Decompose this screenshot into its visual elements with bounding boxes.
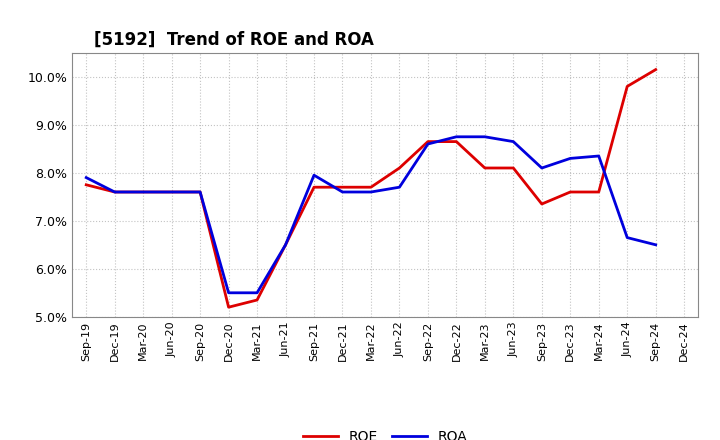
ROE	[310, 184, 318, 190]
Text: [5192]  Trend of ROE and ROA: [5192] Trend of ROE and ROA	[94, 31, 374, 49]
ROA	[395, 184, 404, 190]
Legend: ROE, ROA: ROE, ROA	[297, 424, 473, 440]
ROA	[253, 290, 261, 295]
ROE	[566, 189, 575, 194]
ROA	[225, 290, 233, 295]
ROE	[537, 202, 546, 207]
ROA	[595, 154, 603, 159]
ROA	[566, 156, 575, 161]
Line: ROE: ROE	[86, 70, 656, 307]
ROA	[282, 242, 290, 247]
ROE	[110, 189, 119, 194]
ROA	[652, 242, 660, 247]
ROE	[196, 189, 204, 194]
ROA	[110, 189, 119, 194]
ROE	[452, 139, 461, 144]
ROE	[338, 184, 347, 190]
ROE	[225, 304, 233, 310]
ROE	[480, 165, 489, 171]
ROE	[167, 189, 176, 194]
ROE	[423, 139, 432, 144]
ROA	[139, 189, 148, 194]
ROE	[652, 67, 660, 72]
Line: ROA: ROA	[86, 137, 656, 293]
ROA	[480, 134, 489, 139]
ROE	[253, 297, 261, 303]
ROE	[139, 189, 148, 194]
ROA	[423, 141, 432, 147]
ROE	[623, 84, 631, 89]
ROE	[595, 189, 603, 194]
ROA	[537, 165, 546, 171]
ROA	[196, 189, 204, 194]
ROE	[395, 165, 404, 171]
ROE	[366, 184, 375, 190]
ROA	[310, 172, 318, 178]
ROE	[509, 165, 518, 171]
ROA	[623, 235, 631, 240]
ROE	[82, 182, 91, 187]
ROA	[366, 189, 375, 194]
ROA	[452, 134, 461, 139]
ROA	[167, 189, 176, 194]
ROA	[82, 175, 91, 180]
ROA	[338, 189, 347, 194]
ROA	[509, 139, 518, 144]
ROE	[282, 242, 290, 247]
